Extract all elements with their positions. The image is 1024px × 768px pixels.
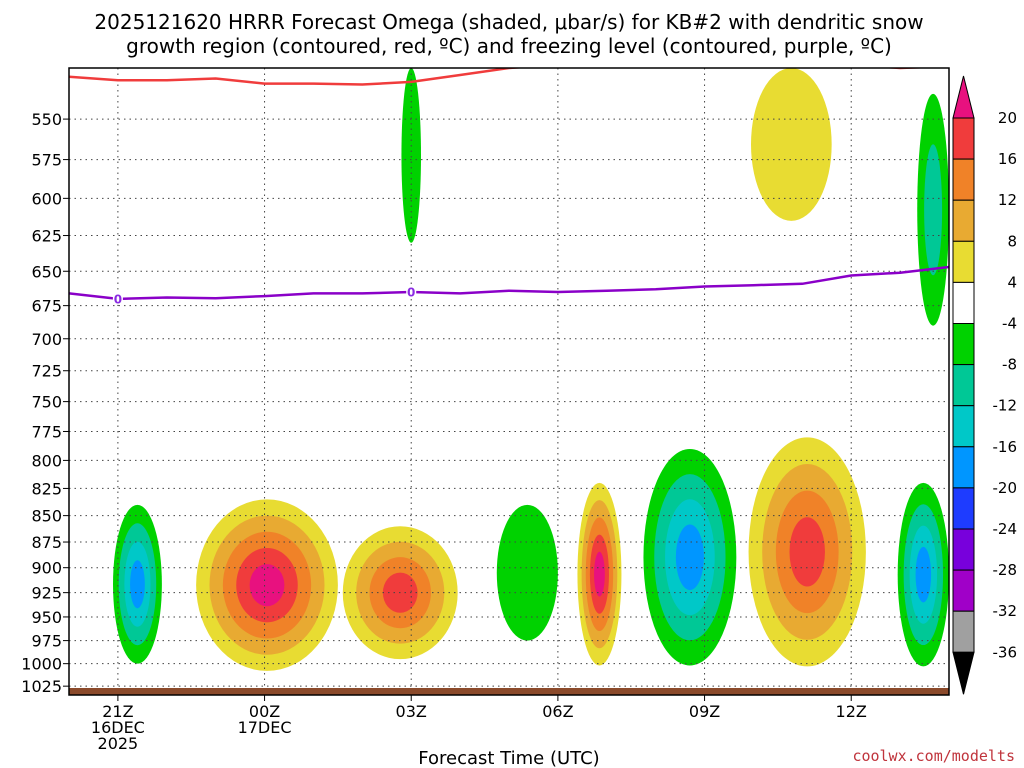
colorbar-label-5: -4	[1002, 315, 1017, 333]
colorbar-label-0: 20	[998, 109, 1017, 127]
colorbar-bin-5	[952, 281, 975, 324]
colorbar-bin-10	[952, 487, 975, 530]
omega-blob-upward-right-high	[917, 93, 949, 326]
chart-title-line-1: 2025121620 HRRR Forecast Omega (shaded, …	[94, 10, 923, 34]
colorbar-label-11: -28	[993, 561, 1018, 579]
colorbar-label-1: 16	[998, 150, 1017, 168]
colorbar-bin-13	[952, 610, 975, 653]
omega-blob-upward-05z	[496, 504, 558, 641]
y-tick-label-775: 775	[31, 422, 62, 441]
colorbar-bin-7	[952, 364, 975, 407]
x-tick-label-15-0: 12Z	[836, 702, 867, 721]
freezing-level-label-bg-6	[406, 286, 417, 299]
freezing-level-label-0: 0	[114, 292, 122, 306]
y-tick-label-950: 950	[31, 608, 62, 627]
freezing-level-label-bg-0	[112, 292, 123, 305]
colorbar-bin-4	[952, 240, 975, 283]
colorbar-label-9: -20	[993, 479, 1018, 497]
omega-contour-upward-spike-03z-0	[401, 68, 421, 243]
colorbar-bin-20	[952, 75, 975, 119]
dgz-contour-line	[69, 68, 935, 86]
credit-link[interactable]: coolwx.com/modelts	[852, 747, 1015, 765]
pressure-axis: 550 575 600 625 650 675 700 725 750 775 800 825 850 8…	[21, 110, 69, 696]
x-tick-label-0-0: 21Z	[102, 702, 133, 721]
colorbar-label-8: -16	[993, 438, 1018, 456]
omega-blob-downward-aloft	[751, 68, 832, 221]
colorbar-bin-8	[952, 405, 975, 448]
y-tick-label-725: 725	[31, 362, 62, 381]
omega-blob-upward-right-low	[897, 482, 949, 667]
omega-contour-upward-right-high-1	[924, 144, 943, 276]
colorbar: 20 16 12 8 4 -4 -8 -12 -16 -20 -24 -28 -32 -36	[952, 75, 1018, 695]
colorbar-label-2: 12	[998, 191, 1017, 209]
omega-blob-strong-downward	[196, 499, 338, 671]
omega-contour-upward-05z-0	[496, 504, 558, 641]
omega-contour-downward-11z-3	[789, 517, 825, 587]
omega-blob-upward-08z	[643, 448, 737, 666]
y-tick-label-700: 700	[31, 330, 62, 349]
omega-shading	[113, 68, 949, 671]
y-tick-label-650: 650	[31, 262, 62, 281]
y-tick-label-875: 875	[31, 533, 62, 552]
y-tick-label-675: 675	[31, 297, 62, 316]
y-tick-label-600: 600	[31, 189, 62, 208]
colorbar-bin-6	[952, 323, 975, 366]
colorbar-bin-3	[952, 199, 975, 242]
colorbar-bin-11	[952, 528, 975, 571]
gridlines	[69, 68, 949, 695]
colorbar-label-6: -8	[1002, 356, 1017, 374]
colorbar-bin-bottom	[952, 651, 975, 695]
colorbar-label-12: -32	[993, 602, 1018, 620]
colorbar-label-10: -24	[993, 520, 1018, 538]
x-tick-label-3-1: 17DEC	[238, 718, 292, 737]
x-axis-title: Forecast Time (UTC)	[418, 748, 599, 768]
y-tick-label-625: 625	[31, 227, 62, 246]
x-tick-label-6-0: 03Z	[396, 702, 427, 721]
ground-strip	[69, 688, 949, 695]
colorbar-bin-9	[952, 446, 975, 489]
colorbar-label-13: -36	[993, 643, 1018, 661]
y-tick-label-750: 750	[31, 393, 62, 412]
omega-contour-upward-right-low-3	[915, 546, 932, 603]
omega-contour-strong-downward-4	[249, 564, 285, 607]
y-tick-label-975: 975	[31, 632, 62, 651]
y-tick-label-925: 925	[31, 584, 62, 603]
colorbar-bin-1	[952, 117, 975, 160]
omega-contour-early-upward-3	[130, 560, 145, 609]
colorbar-label-7: -12	[993, 397, 1018, 415]
omega-contour-downward-07z-4	[594, 551, 605, 597]
y-tick-label-800: 800	[31, 451, 62, 470]
y-tick-label-850: 850	[31, 507, 62, 526]
colorbar-bin-12	[952, 569, 975, 612]
y-tick-label-575: 575	[31, 151, 62, 170]
plot-frame	[68, 67, 950, 696]
colorbar-bin-2	[952, 158, 975, 201]
x-tick-label-9-0: 06Z	[542, 702, 573, 721]
x-tick-label-3-0: 00Z	[249, 702, 280, 721]
y-tick-label-550: 550	[31, 110, 62, 129]
y-tick-label-825: 825	[31, 479, 62, 498]
x-tick-label-12-0: 09Z	[689, 702, 720, 721]
omega-blob-downward-07z	[577, 482, 622, 666]
chart-title-line-2: growth region (contoured, red, ºC) and f…	[126, 34, 892, 58]
omega-blob-upward-spike-03z	[401, 68, 421, 243]
colorbar-label-4: 4	[1007, 273, 1017, 291]
y-tick-label-900: 900	[31, 559, 62, 578]
y-tick-label-1025: 1025	[21, 677, 62, 696]
omega-contour-upward-08z-3	[675, 524, 704, 590]
x-tick-label-0-1: 16DEC	[91, 718, 145, 737]
y-tick-label-1000: 1000	[21, 655, 62, 674]
omega-contour-downward-aloft-0	[751, 68, 832, 221]
omega-blob-downward-11z	[748, 437, 866, 667]
colorbar-label-3: 8	[1007, 232, 1017, 250]
x-tick-label-0-2: 2025	[98, 734, 139, 753]
omega-blob-early-upward	[113, 504, 162, 664]
freezing-level-line	[69, 265, 949, 301]
freezing-level-label-6: 0	[407, 286, 415, 300]
